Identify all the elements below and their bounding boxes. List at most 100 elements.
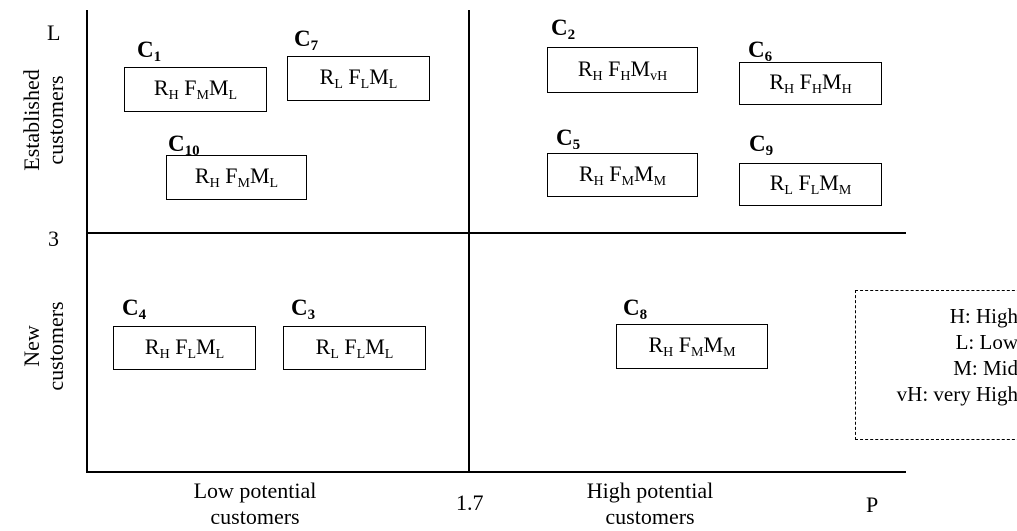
column-label-high-potential: High potential customers — [560, 478, 740, 530]
recency-level: H — [593, 173, 604, 189]
cluster-letter: C — [551, 15, 568, 40]
cluster-label: C9 — [749, 132, 773, 159]
legend: H: High L: Low M: Mid vH: very High — [855, 290, 1017, 440]
frequency-level: M — [691, 345, 704, 360]
rfm-code: RL FLMM — [770, 170, 852, 199]
legend-item-mid: M: Mid — [953, 356, 1017, 380]
rfm-code: RH FLML — [145, 334, 224, 363]
recency-level: L — [330, 346, 339, 362]
cluster-number: 6 — [764, 49, 773, 65]
cluster-label: C4 — [122, 296, 146, 323]
cluster-box: RH FHMH — [739, 62, 882, 105]
cluster-box: RH FMMM — [616, 324, 768, 369]
rfm-code: RH FMML — [154, 75, 237, 104]
monetary-level: L — [269, 176, 279, 191]
recency-letter: R — [194, 163, 210, 188]
rfm-code: RH FMML — [195, 163, 278, 192]
column-label-high-line2: customers — [605, 504, 695, 529]
monetary-level: L — [215, 346, 225, 362]
recency-letter: R — [769, 69, 784, 94]
cluster-letter: C — [623, 295, 640, 320]
y-axis-threshold-value: 3 — [48, 226, 59, 251]
row-label-established-line2: customers — [43, 75, 68, 165]
monetary-level: M — [653, 173, 667, 189]
frequency-letter: F — [169, 333, 188, 359]
monetary-letter: M — [208, 75, 229, 100]
monetary-letter: M — [703, 332, 724, 357]
monetary-letter: M — [196, 333, 216, 359]
cluster-label: C8 — [623, 296, 647, 323]
recency-level: H — [663, 345, 674, 360]
cluster-letter: C — [749, 131, 766, 156]
cluster-box: RH FMMM — [547, 153, 698, 197]
cluster-letter: C — [748, 37, 765, 62]
cluster-box: RH FLML — [113, 326, 256, 370]
frequency-letter: F — [794, 69, 812, 94]
row-label-new-line1: New — [19, 325, 44, 367]
recency-level: H — [168, 88, 179, 103]
cluster-letter: C — [556, 125, 573, 150]
frequency-level: M — [237, 176, 250, 191]
rfm-code: RL FLML — [320, 64, 398, 93]
frequency-level: M — [196, 88, 209, 103]
legend-item-low: L: Low — [955, 330, 1017, 354]
cluster-letter: C — [291, 295, 308, 320]
monetary-letter: M — [249, 163, 270, 188]
row-label-new-line2: customers — [43, 301, 68, 391]
recency-letter: R — [769, 170, 785, 195]
cluster-number: 1 — [153, 49, 162, 65]
cluster-box: RL FLML — [287, 56, 430, 101]
rfm-code: RL FLML — [316, 334, 394, 363]
row-label-established-line1: Established — [19, 69, 44, 171]
recency-letter: R — [144, 333, 160, 359]
cluster-box: RH FMML — [124, 67, 267, 112]
monetary-letter: M — [822, 69, 842, 94]
rfm-code: RH FHMH — [769, 69, 851, 98]
monetary-level: M — [723, 345, 736, 360]
vertical-divider — [468, 10, 470, 472]
monetary-level: H — [841, 82, 852, 97]
recency-letter: R — [648, 332, 664, 357]
rfm-code: RH FMMM — [648, 332, 735, 361]
frequency-letter: F — [673, 332, 692, 357]
cluster-number: 3 — [307, 307, 316, 323]
recency-level: L — [334, 77, 343, 92]
x-axis-end-label: P — [866, 492, 879, 517]
row-label-new: New customers — [19, 286, 68, 406]
column-label-high-line1: High potential — [586, 478, 714, 503]
x-axis-threshold-value: 1.7 — [456, 490, 484, 515]
recency-letter: R — [315, 333, 331, 359]
cluster-number: 9 — [765, 143, 774, 159]
column-label-low-line1: Low potential — [193, 478, 317, 503]
recency-level: H — [592, 68, 603, 84]
frequency-letter: F — [219, 163, 238, 188]
monetary-level: M — [838, 183, 852, 198]
cluster-box: RL FLMM — [739, 163, 882, 206]
frequency-level: M — [621, 173, 634, 189]
frequency-letter: F — [342, 64, 361, 89]
frequency-level: H — [811, 82, 822, 97]
cluster-label: C7 — [294, 27, 318, 54]
recency-level: L — [784, 183, 793, 198]
monetary-level: L — [384, 346, 394, 362]
monetary-letter: M — [365, 333, 385, 359]
cluster-letter: C — [122, 295, 139, 320]
recency-level: H — [159, 346, 170, 362]
monetary-letter: M — [630, 55, 651, 81]
frequency-letter: F — [603, 160, 622, 186]
recency-letter: R — [319, 64, 335, 89]
monetary-level: L — [228, 88, 238, 103]
cluster-number: 5 — [572, 137, 581, 153]
monetary-level: L — [388, 77, 398, 92]
cluster-label: C3 — [291, 296, 315, 323]
cluster-box: RH FMML — [166, 155, 307, 200]
cluster-number: 8 — [639, 307, 648, 323]
cluster-label: C5 — [556, 126, 580, 153]
horizontal-divider — [86, 232, 906, 234]
cluster-box: RH FHMvH — [547, 47, 698, 93]
y-axis-top-label: L — [47, 20, 61, 45]
frequency-letter: F — [338, 333, 357, 359]
y-axis — [86, 10, 88, 472]
x-axis — [86, 471, 906, 473]
